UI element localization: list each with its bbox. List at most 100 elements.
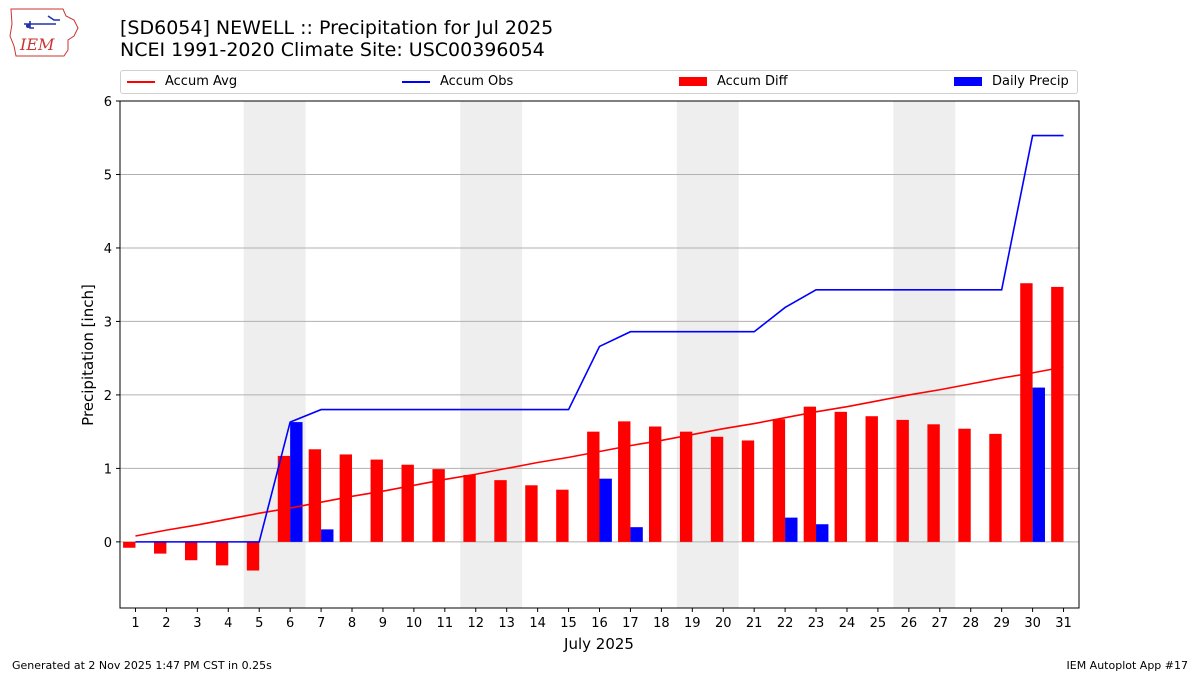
x-tick-label-9: 9 (379, 616, 387, 631)
iem-logo-text: IEM (19, 35, 55, 54)
daily-precip-bar-6 (290, 422, 303, 542)
x-tick-label-5: 5 (255, 616, 263, 631)
accum-diff-bar-4 (215, 541, 229, 566)
y-tick-label-2: 2 (104, 389, 112, 404)
accum-diff-bar-6 (277, 455, 291, 542)
x-tick-label-3: 3 (193, 616, 201, 631)
x-tick-label-13: 13 (498, 616, 515, 631)
daily-precip-bar-17 (630, 527, 643, 542)
y-axis-title: Precipitation [inch] (79, 284, 97, 426)
x-tick-label-31: 31 (1055, 616, 1072, 631)
legend-item-daily-precip: Daily Precip (954, 74, 1069, 89)
x-tick-label-21: 21 (746, 616, 763, 631)
y-tick-label-5: 5 (104, 168, 112, 183)
accum-diff-bar-26 (896, 419, 909, 542)
accum-diff-bar-23 (803, 406, 817, 542)
accum-diff-bar-17 (618, 421, 631, 542)
accum-diff-bar-30 (1020, 283, 1033, 542)
line-layer (135, 134, 1064, 543)
legend-swatch-accum-obs (402, 80, 430, 83)
x-tick-label-20: 20 (715, 616, 732, 631)
accum-diff-bar-5 (246, 541, 260, 571)
x-tick-label-19: 19 (684, 616, 701, 631)
iem-logo: IEM (8, 6, 80, 60)
chart-legend: Accum Avg Accum Obs Accum Diff Daily Pre… (120, 70, 1078, 94)
x-tick-label-26: 26 (901, 616, 918, 631)
accum-diff-bar-29 (989, 433, 1002, 542)
x-tick-label-4: 4 (224, 616, 232, 631)
accum-diff-bar-21 (741, 440, 755, 542)
chart-title-block: [SD6054] NEWELL :: Precipitation for Jul… (120, 17, 553, 61)
x-tick-label-11: 11 (437, 616, 454, 631)
accum-diff-bar-15 (556, 489, 569, 542)
x-tick-label-12: 12 (467, 616, 484, 631)
y-tick-label-3: 3 (104, 315, 112, 330)
accum-diff-bar-7 (308, 449, 322, 542)
legend-item-accum-obs: Accum Obs (402, 74, 513, 89)
accum-diff-bar-25 (865, 416, 878, 542)
x-tick-label-8: 8 (348, 616, 356, 631)
x-tick-label-24: 24 (839, 616, 856, 631)
legend-swatch-daily-precip (954, 77, 982, 86)
accum-diff-bar-19 (679, 431, 693, 542)
y-tick-label-6: 6 (104, 95, 112, 110)
accum-diff-bar-20 (710, 436, 724, 542)
bar-layer (123, 283, 1064, 571)
accum-diff-bar-28 (958, 428, 971, 542)
x-tick-label-15: 15 (560, 616, 577, 631)
accum-diff-bar-12 (463, 475, 476, 542)
x-tick-label-17: 17 (622, 616, 639, 631)
accum-diff-bar-1 (123, 541, 136, 548)
accum-diff-bar-11 (432, 469, 445, 542)
accum-obs-line (135, 134, 1064, 543)
x-tick-label-25: 25 (870, 616, 887, 631)
accum-diff-bar-10 (401, 464, 414, 542)
x-tick-label-2: 2 (162, 616, 170, 631)
x-tick-label-22: 22 (777, 616, 794, 631)
x-tick-label-30: 30 (1024, 616, 1041, 631)
chart-subtitle: NCEI 1991-2020 Climate Site: USC00396054 (120, 39, 545, 61)
daily-precip-bar-7 (321, 529, 334, 542)
daily-precip-bar-23 (816, 524, 829, 542)
legend-item-accum-avg: Accum Avg (127, 74, 237, 89)
accum-diff-bar-24 (834, 411, 847, 542)
x-tick-label-29: 29 (993, 616, 1010, 631)
legend-label-accum-diff: Accum Diff (717, 74, 788, 89)
accum-diff-bar-2 (154, 541, 167, 554)
x-tick-label-27: 27 (932, 616, 949, 631)
legend-label-accum-avg: Accum Avg (165, 74, 238, 89)
accum-avg-line (135, 366, 1064, 537)
legend-label-daily-precip: Daily Precip (992, 74, 1069, 89)
accum-diff-bar-16 (587, 431, 600, 542)
x-tick-label-1: 1 (131, 616, 139, 631)
legend-item-accum-diff: Accum Diff (679, 74, 788, 89)
x-tick-label-10: 10 (406, 616, 423, 631)
x-tick-label-28: 28 (962, 616, 979, 631)
x-tick-label-23: 23 (808, 616, 825, 631)
y-tick-layer: 0 1 2 3 4 5 6 (104, 95, 120, 551)
accum-diff-bar-27 (927, 424, 940, 542)
accum-diff-bar-3 (184, 541, 198, 561)
legend-swatch-accum-diff (679, 77, 707, 86)
x-tick-label-7: 7 (317, 616, 325, 631)
daily-precip-bar-22 (785, 517, 798, 542)
y-tick-label-1: 1 (104, 462, 112, 477)
x-tick-label-6: 6 (286, 616, 294, 631)
chart-title: [SD6054] NEWELL :: Precipitation for Jul… (120, 17, 554, 39)
x-tick-layer: 1 2 3 4 5 6 7 8 9 10 11 12 13 14 15 16 17 18 19 20 21 22 23 24 2… (131, 608, 1072, 631)
accum-diff-bar-18 (648, 426, 662, 542)
x-tick-label-16: 16 (591, 616, 608, 631)
x-tick-label-14: 14 (529, 616, 546, 631)
footer-generated-note: Generated at 2 Nov 2025 1:47 PM CST in 0… (12, 659, 272, 672)
legend-swatch-accum-avg (127, 80, 155, 83)
footer-app-label: IEM Autoplot App #17 (1066, 659, 1189, 672)
daily-precip-bar-30 (1032, 387, 1045, 542)
accum-diff-bar-14 (525, 485, 538, 542)
x-tick-label-18: 18 (653, 616, 670, 631)
legend-label-accum-obs: Accum Obs (440, 74, 514, 89)
y-tick-label-4: 4 (104, 242, 112, 257)
daily-precip-bar-16 (599, 478, 612, 542)
accum-diff-bar-31 (1051, 286, 1064, 542)
accum-diff-bar-13 (494, 480, 507, 542)
